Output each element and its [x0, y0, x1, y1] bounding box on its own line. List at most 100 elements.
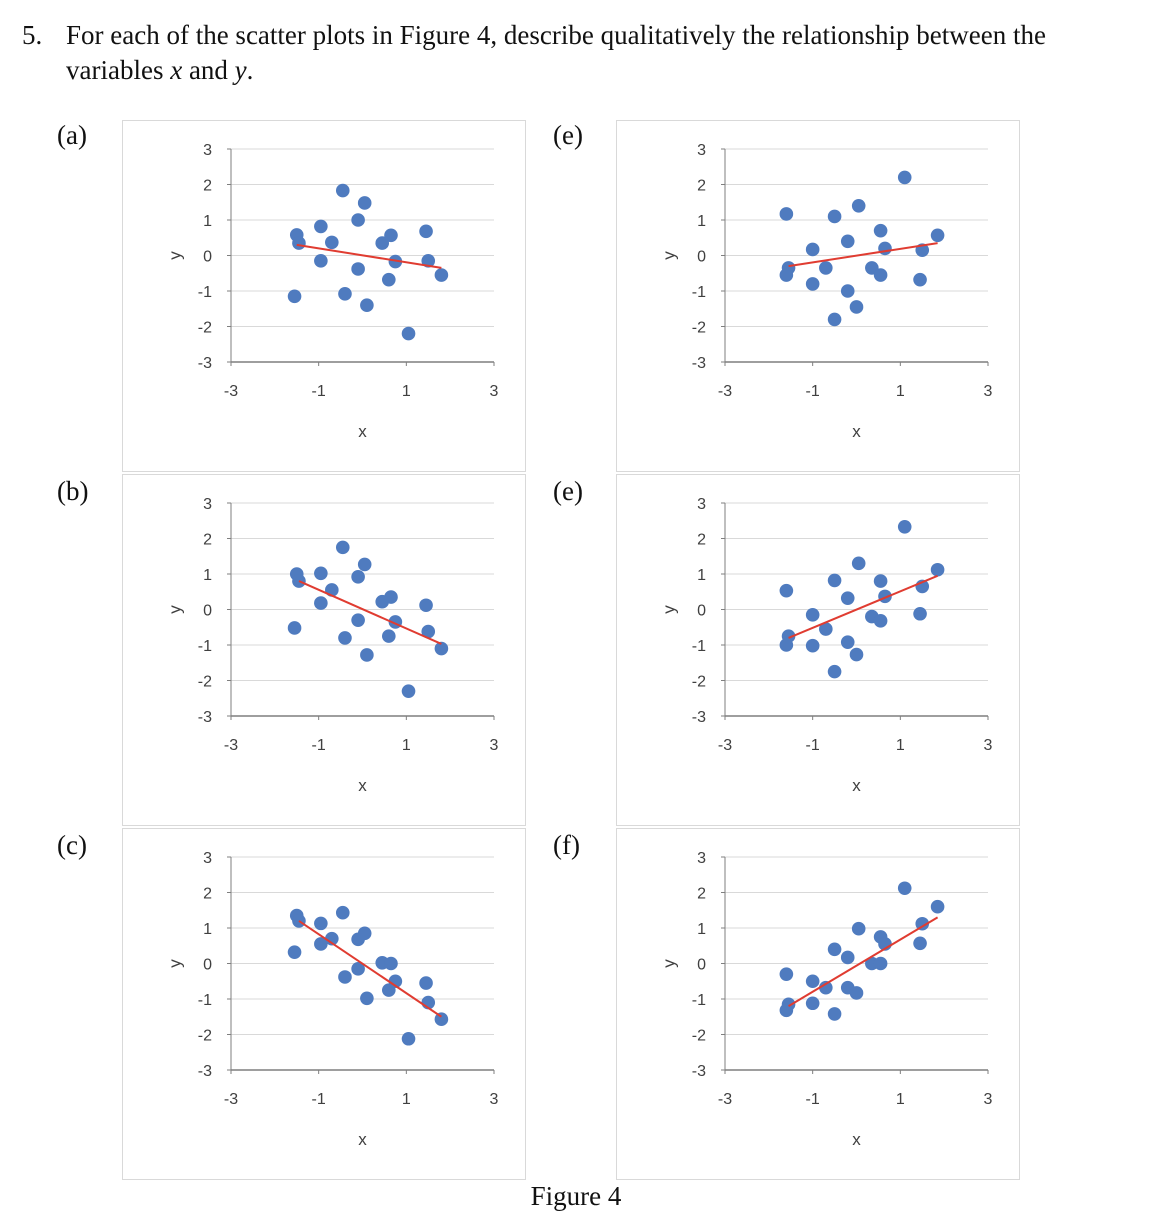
data-point — [913, 936, 927, 951]
chart-svg: 3 2 1 0 -1 -2 -3 -3 -1 1 3 x y — [659, 142, 993, 441]
y-tick-label: -3 — [198, 709, 212, 726]
y-tick-label: -2 — [198, 674, 212, 691]
data-point — [421, 254, 436, 268]
trendline — [298, 920, 442, 1018]
data-point — [335, 540, 350, 555]
data-point — [314, 596, 328, 610]
data-point — [401, 1031, 416, 1046]
y-tick-label: -1 — [198, 638, 212, 655]
y-axis-title: y — [165, 605, 184, 614]
data-point — [325, 931, 339, 946]
x-tick-label: 1 — [402, 383, 411, 400]
y-tick-label: -1 — [198, 284, 212, 301]
y-tick-label: 1 — [697, 213, 706, 230]
data-point — [897, 170, 912, 185]
x-tick-label: -1 — [806, 383, 820, 400]
data-point — [805, 608, 820, 622]
x-tick-label: -1 — [806, 1091, 820, 1108]
data-point — [779, 268, 794, 282]
y-tick-label: 0 — [697, 603, 706, 620]
data-point — [851, 921, 866, 936]
y-tick-label: 1 — [203, 567, 212, 584]
chart-svg: 3 2 1 0 -1 -2 -3 -3 -1 1 3 x y — [165, 850, 498, 1149]
y-tick-label: 1 — [203, 213, 212, 230]
data-point — [805, 638, 820, 653]
data-point — [840, 284, 855, 298]
trendline — [788, 242, 938, 268]
x-axis-title: x — [358, 776, 367, 795]
data-point — [827, 573, 842, 588]
y-tick-label: 2 — [697, 886, 706, 903]
y-axis-title: y — [659, 605, 678, 614]
x-tick-label: 3 — [984, 737, 993, 754]
data-point — [827, 312, 842, 327]
y-tick-label: -2 — [198, 320, 212, 337]
y-tick-label: 3 — [203, 496, 212, 513]
y-axis-title: y — [165, 251, 184, 260]
data-point — [840, 635, 855, 649]
data-point — [338, 631, 352, 645]
data-point — [360, 298, 374, 312]
data-point — [357, 196, 372, 210]
data-point — [360, 991, 374, 1006]
data-point — [897, 881, 912, 896]
data-point — [314, 254, 328, 268]
data-point — [384, 228, 398, 243]
question-number: 5. — [22, 20, 43, 50]
data-point — [351, 613, 365, 627]
question-text: For each of the scatter plots in Figure … — [66, 18, 1132, 88]
data-point — [851, 556, 866, 571]
data-point — [325, 235, 339, 250]
data-point — [849, 300, 864, 314]
data-point — [840, 234, 855, 249]
data-point — [779, 1003, 794, 1018]
x-axis-title: x — [852, 1130, 861, 1149]
panel-label-e-middle: (e) — [553, 476, 583, 506]
chart-svg: 3 2 1 0 -1 -2 -3 -3 -1 1 3 x y — [659, 496, 993, 795]
data-point — [384, 956, 398, 971]
data-point — [375, 236, 390, 250]
data-point — [335, 905, 350, 920]
data-point — [827, 664, 842, 679]
y-axis-title: y — [659, 959, 678, 968]
data-point — [851, 199, 866, 213]
y-tick-label: 2 — [203, 532, 212, 549]
y-tick-label: -1 — [692, 992, 706, 1009]
trendline — [788, 916, 939, 1007]
data-point — [849, 986, 864, 1000]
data-point — [779, 638, 794, 652]
y-tick-label: 2 — [697, 178, 706, 195]
data-point — [434, 641, 449, 656]
x-tick-label: -3 — [718, 1091, 732, 1108]
panel-label-f: (f) — [553, 830, 580, 860]
x-tick-label: -3 — [718, 383, 732, 400]
scatter-chart-b: 3 2 1 0 -1 -2 -3 -3 -1 1 3 x y — [122, 474, 526, 826]
data-point — [419, 976, 433, 990]
y-tick-label: 1 — [697, 921, 706, 938]
scatter-chart-e-middle: 3 2 1 0 -1 -2 -3 -3 -1 1 3 x y — [616, 474, 1020, 826]
x-tick-label: 1 — [896, 383, 905, 400]
data-point — [805, 974, 820, 989]
data-point — [819, 261, 833, 275]
data-point — [434, 268, 449, 282]
x-axis-title: x — [358, 422, 367, 441]
data-point — [351, 962, 365, 976]
chart-svg: 3 2 1 0 -1 -2 -3 -3 -1 1 3 x y — [659, 850, 992, 1149]
data-point — [849, 647, 864, 662]
y-tick-label: 0 — [203, 957, 212, 974]
data-point — [779, 967, 794, 981]
data-point — [421, 624, 436, 639]
data-point — [915, 916, 930, 931]
data-point — [314, 937, 328, 951]
data-point — [314, 916, 328, 931]
x-tick-label: -1 — [312, 737, 326, 754]
x-tick-label: -3 — [224, 737, 238, 754]
data-point — [873, 223, 888, 238]
x-tick-label: 3 — [984, 383, 993, 400]
data-point — [314, 566, 328, 581]
data-point — [351, 570, 365, 584]
x-tick-label: -1 — [312, 383, 326, 400]
data-point — [913, 272, 927, 287]
data-point — [873, 268, 888, 282]
y-tick-label: -2 — [692, 320, 706, 337]
